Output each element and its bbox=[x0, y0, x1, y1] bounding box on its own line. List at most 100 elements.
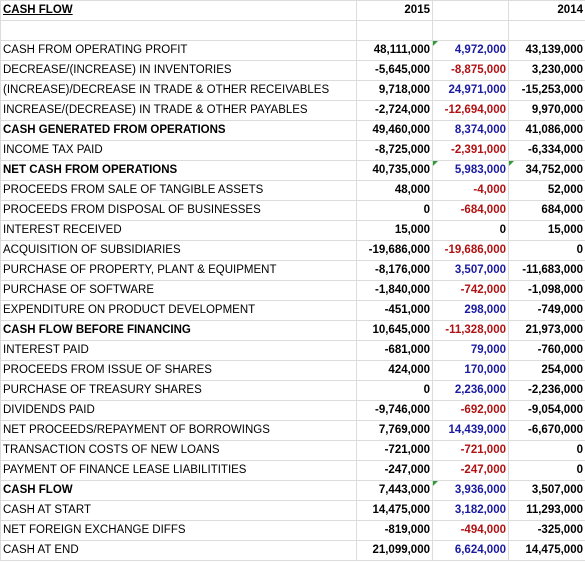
value-2015[interactable]: -721,000 bbox=[356, 440, 433, 461]
value-2014[interactable]: -6,670,000 bbox=[508, 420, 585, 441]
table-title[interactable]: CASH FLOW bbox=[0, 0, 357, 21]
value-difference[interactable]: -247,000 bbox=[432, 460, 509, 481]
row-label[interactable]: DIVIDENDS PAID bbox=[0, 400, 357, 421]
row-label[interactable]: PROCEEDS FROM SALE OF TANGIBLE ASSETS bbox=[0, 180, 357, 201]
value-difference[interactable]: -4,000 bbox=[432, 180, 509, 201]
value-2015[interactable]: 10,645,000 bbox=[356, 320, 433, 341]
value-2015[interactable]: 7,769,000 bbox=[356, 420, 433, 441]
row-label[interactable]: DECREASE/(INCREASE) IN INVENTORIES bbox=[0, 60, 357, 81]
year-2015-header[interactable]: 2015 bbox=[356, 0, 433, 21]
row-label[interactable]: NET CASH FROM OPERATIONS bbox=[0, 160, 357, 181]
blank-cell[interactable] bbox=[0, 20, 357, 41]
value-2015[interactable]: -8,176,000 bbox=[356, 260, 433, 281]
value-difference[interactable]: -494,000 bbox=[432, 520, 509, 541]
value-2014[interactable]: 3,507,000 bbox=[508, 480, 585, 501]
value-2015[interactable]: 48,111,000 bbox=[356, 40, 433, 61]
value-difference[interactable]: 8,374,000 bbox=[432, 120, 509, 141]
value-2015[interactable]: -8,725,000 bbox=[356, 140, 433, 161]
value-2015[interactable]: 7,443,000 bbox=[356, 480, 433, 501]
row-label[interactable]: PROCEEDS FROM DISPOSAL OF BUSINESSES bbox=[0, 200, 357, 221]
row-label[interactable]: ACQUISITION OF SUBSIDIARIES bbox=[0, 240, 357, 261]
blank-cell[interactable] bbox=[356, 20, 433, 41]
value-difference[interactable]: 3,182,000 bbox=[432, 500, 509, 521]
value-2015[interactable]: 15,000 bbox=[356, 220, 433, 241]
value-difference[interactable]: -742,000 bbox=[432, 280, 509, 301]
row-label[interactable]: PAYMENT OF FINANCE LEASE LIABILITITIES bbox=[0, 460, 357, 481]
row-label[interactable]: NET PROCEEDS/REPAYMENT OF BORROWINGS bbox=[0, 420, 357, 441]
value-2015[interactable]: -19,686,000 bbox=[356, 240, 433, 261]
value-difference[interactable]: -19,686,000 bbox=[432, 240, 509, 261]
row-label[interactable]: PURCHASE OF SOFTWARE bbox=[0, 280, 357, 301]
value-difference[interactable]: 4,972,000 bbox=[432, 40, 509, 61]
value-2014[interactable]: -11,683,000 bbox=[508, 260, 585, 281]
row-label[interactable]: INCOME TAX PAID bbox=[0, 140, 357, 161]
value-2015[interactable]: 0 bbox=[356, 200, 433, 221]
row-label[interactable]: EXPENDITURE ON PRODUCT DEVELOPMENT bbox=[0, 300, 357, 321]
value-2014[interactable]: 21,973,000 bbox=[508, 320, 585, 341]
value-difference[interactable]: 5,983,000 bbox=[432, 160, 509, 181]
value-2014[interactable]: 11,293,000 bbox=[508, 500, 585, 521]
value-2014[interactable]: -9,054,000 bbox=[508, 400, 585, 421]
value-2014[interactable]: -749,000 bbox=[508, 300, 585, 321]
value-difference[interactable]: 170,000 bbox=[432, 360, 509, 381]
value-2014[interactable]: -325,000 bbox=[508, 520, 585, 541]
value-2014[interactable]: 15,000 bbox=[508, 220, 585, 241]
value-2015[interactable]: -2,724,000 bbox=[356, 100, 433, 121]
value-difference[interactable]: 14,439,000 bbox=[432, 420, 509, 441]
row-label[interactable]: (INCREASE)/DECREASE IN TRADE & OTHER REC… bbox=[0, 80, 357, 101]
blank-cell[interactable] bbox=[508, 20, 585, 41]
value-2014[interactable]: 14,475,000 bbox=[508, 540, 585, 561]
row-label[interactable]: NET FOREIGN EXCHANGE DIFFS bbox=[0, 520, 357, 541]
row-label[interactable]: PURCHASE OF TREASURY SHARES bbox=[0, 380, 357, 401]
value-2015[interactable]: 48,000 bbox=[356, 180, 433, 201]
value-difference[interactable]: 24,971,000 bbox=[432, 80, 509, 101]
value-2015[interactable]: 40,735,000 bbox=[356, 160, 433, 181]
value-2015[interactable]: -451,000 bbox=[356, 300, 433, 321]
value-difference[interactable]: -11,328,000 bbox=[432, 320, 509, 341]
row-label[interactable]: INTEREST PAID bbox=[0, 340, 357, 361]
value-difference[interactable]: -684,000 bbox=[432, 200, 509, 221]
value-2014[interactable]: -760,000 bbox=[508, 340, 585, 361]
value-2015[interactable]: -681,000 bbox=[356, 340, 433, 361]
row-label[interactable]: PURCHASE OF PROPERTY, PLANT & EQUIPMENT bbox=[0, 260, 357, 281]
value-2015[interactable]: 49,460,000 bbox=[356, 120, 433, 141]
value-2014[interactable]: -2,236,000 bbox=[508, 380, 585, 401]
value-2015[interactable]: 21,099,000 bbox=[356, 540, 433, 561]
value-2015[interactable]: -9,746,000 bbox=[356, 400, 433, 421]
value-difference[interactable]: -8,875,000 bbox=[432, 60, 509, 81]
row-label[interactable]: INCREASE/(DECREASE) IN TRADE & OTHER PAY… bbox=[0, 100, 357, 121]
value-2015[interactable]: -5,645,000 bbox=[356, 60, 433, 81]
value-2014[interactable]: 41,086,000 bbox=[508, 120, 585, 141]
value-2014[interactable]: -6,334,000 bbox=[508, 140, 585, 161]
value-difference[interactable]: 3,936,000 bbox=[432, 480, 509, 501]
value-difference[interactable]: 0 bbox=[432, 220, 509, 241]
value-2015[interactable]: -1,840,000 bbox=[356, 280, 433, 301]
value-2015[interactable]: 9,718,000 bbox=[356, 80, 433, 101]
year-2014-header[interactable]: 2014 bbox=[508, 0, 585, 21]
value-difference[interactable]: 6,624,000 bbox=[432, 540, 509, 561]
value-2014[interactable]: 0 bbox=[508, 440, 585, 461]
row-label[interactable]: CASH FLOW bbox=[0, 480, 357, 501]
value-2014[interactable]: 3,230,000 bbox=[508, 60, 585, 81]
value-2014[interactable]: 34,752,000 bbox=[508, 160, 585, 181]
value-difference[interactable]: -721,000 bbox=[432, 440, 509, 461]
value-2014[interactable]: 52,000 bbox=[508, 180, 585, 201]
row-label[interactable]: CASH FROM OPERATING PROFIT bbox=[0, 40, 357, 61]
row-label[interactable]: CASH AT START bbox=[0, 500, 357, 521]
row-label[interactable]: INTEREST RECEIVED bbox=[0, 220, 357, 241]
value-2014[interactable]: 254,000 bbox=[508, 360, 585, 381]
diff-header-cell[interactable] bbox=[432, 0, 509, 21]
blank-cell[interactable] bbox=[432, 20, 509, 41]
value-2015[interactable]: 424,000 bbox=[356, 360, 433, 381]
value-difference[interactable]: 2,236,000 bbox=[432, 380, 509, 401]
value-2015[interactable]: 14,475,000 bbox=[356, 500, 433, 521]
value-2014[interactable]: 0 bbox=[508, 460, 585, 481]
value-2014[interactable]: 43,139,000 bbox=[508, 40, 585, 61]
value-difference[interactable]: 79,000 bbox=[432, 340, 509, 361]
value-difference[interactable]: 3,507,000 bbox=[432, 260, 509, 281]
value-difference[interactable]: -12,694,000 bbox=[432, 100, 509, 121]
value-2014[interactable]: -1,098,000 bbox=[508, 280, 585, 301]
value-2014[interactable]: 0 bbox=[508, 240, 585, 261]
value-2015[interactable]: -819,000 bbox=[356, 520, 433, 541]
row-label[interactable]: TRANSACTION COSTS OF NEW LOANS bbox=[0, 440, 357, 461]
